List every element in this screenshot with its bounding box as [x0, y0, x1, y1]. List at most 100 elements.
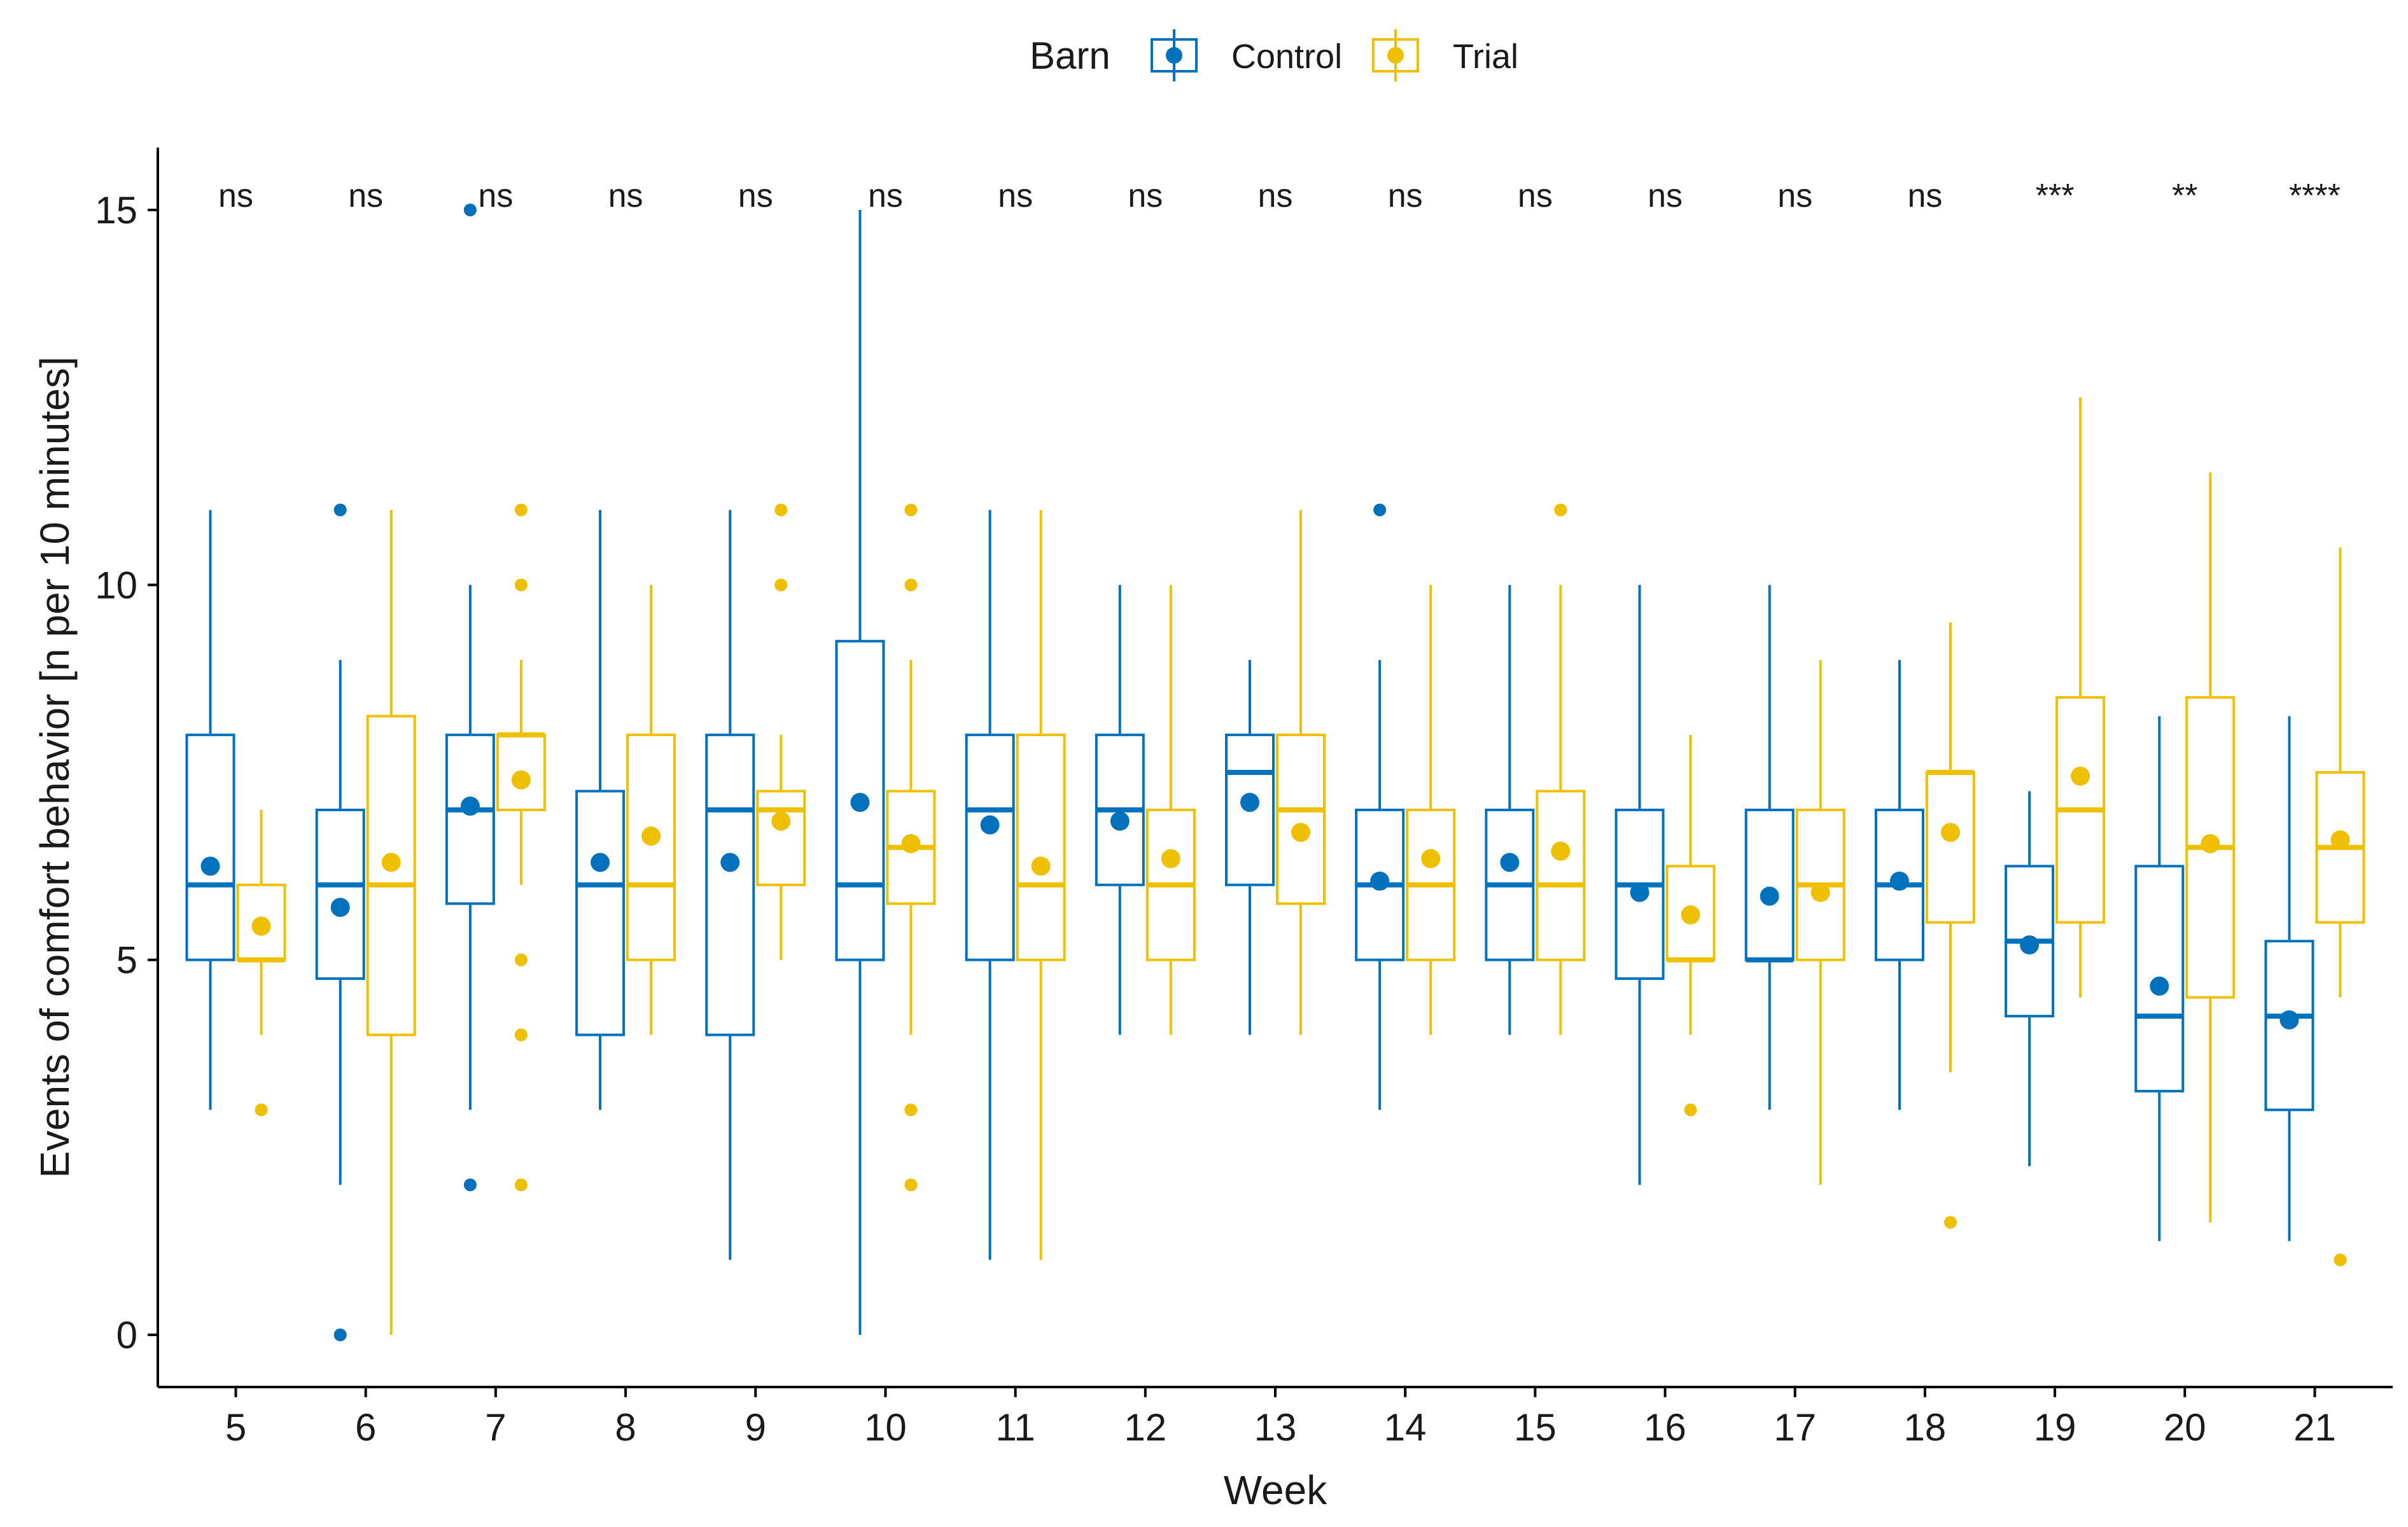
box-trial-week-15 — [1536, 503, 1586, 1035]
iqr-box — [1925, 771, 1975, 924]
outlier-point — [514, 1028, 528, 1042]
iqr-box — [315, 808, 365, 980]
box-trial-week-11 — [1016, 510, 1066, 1260]
x-tick-label: 10 — [864, 1406, 907, 1449]
box-trial-week-21 — [2315, 547, 2365, 1267]
mean-point — [1161, 849, 1180, 868]
box-control-week-15 — [1485, 585, 1535, 1035]
x-tick-label: 5 — [225, 1406, 246, 1449]
significance-label: ns — [1518, 178, 1553, 214]
box-control-week-5 — [185, 510, 235, 1110]
iqr-box — [705, 734, 755, 1036]
mean-point — [1370, 871, 1390, 891]
significance-label: *** — [2036, 178, 2075, 214]
significance-label: ns — [868, 178, 903, 214]
significance-label: ns — [1388, 178, 1423, 214]
significance-label: ns — [738, 178, 773, 214]
outlier-point — [904, 503, 918, 517]
x-tick-label: 7 — [485, 1406, 506, 1449]
box-trial-week-16 — [1665, 735, 1716, 1117]
outlier-point — [463, 204, 477, 216]
mean-point — [2020, 935, 2040, 955]
outlier-point — [514, 503, 528, 517]
iqr-box — [965, 734, 1015, 961]
x-tick-label: 11 — [995, 1406, 1035, 1449]
box-trial-week-8 — [626, 585, 676, 1035]
mean-point — [2279, 1010, 2299, 1029]
ticks-layer: 0 5 10 15 5 6 7 8 9 10 11 12 13 14 15 16 17 18 19 20 21 — [95, 189, 2336, 1449]
x-tick-label: 18 — [1904, 1406, 1947, 1449]
mean-point — [1110, 811, 1130, 831]
iqr-box — [366, 715, 416, 1036]
x-tick-label: 12 — [1124, 1406, 1166, 1449]
significance-label: ns — [998, 178, 1033, 214]
significance-label: ns — [1907, 178, 1942, 214]
mean-point — [1810, 882, 1830, 902]
outlier-point — [774, 578, 788, 592]
iqr-box — [1536, 790, 1586, 961]
box-control-week-18 — [1874, 660, 1924, 1110]
significance-layer: ns ns ns ns ns ns ns ns ns ns ns ns ns ns *** ** **** — [218, 178, 2341, 214]
mean-point — [2071, 766, 2090, 786]
box-control-week-13 — [1225, 660, 1275, 1035]
mean-point — [2330, 830, 2350, 850]
x-tick-label: 6 — [355, 1406, 376, 1449]
significance-label: ** — [2172, 178, 2197, 214]
mean-point — [2201, 833, 2220, 853]
box-trial-week-18 — [1925, 622, 1975, 1229]
significance-label: ns — [608, 178, 643, 214]
box-control-week-12 — [1095, 585, 1145, 1035]
box-control-week-6 — [315, 503, 365, 1341]
y-tick-label: 10 — [95, 564, 137, 606]
outlier-point — [904, 1178, 918, 1192]
mean-point — [1889, 871, 1909, 891]
mean-point — [251, 916, 271, 936]
legend-label-trial: Trial — [1453, 38, 1518, 76]
legend-item-control: Control — [1151, 29, 1342, 81]
iqr-box — [445, 734, 495, 905]
legend-item-trial: Trial — [1372, 29, 1518, 81]
outlier-point — [2334, 1253, 2347, 1267]
mean-point — [1681, 905, 1700, 924]
legend-label-control: Control — [1231, 38, 1342, 76]
outlier-point — [463, 1178, 477, 1192]
y-axis-title: Events of comfort behavior [n per 10 min… — [32, 356, 78, 1178]
mean-point — [1760, 886, 1779, 906]
mean-point — [511, 770, 531, 790]
box-trial-week-14 — [1406, 585, 1456, 1035]
significance-label: ns — [348, 178, 383, 214]
x-tick-label: 8 — [615, 1406, 636, 1449]
outlier-point — [514, 1178, 528, 1192]
mean-point — [720, 853, 740, 872]
outlier-point — [255, 1103, 268, 1117]
legend: Barn Control Trial — [1030, 29, 1518, 81]
significance-label: ns — [1128, 178, 1163, 214]
outlier-point — [904, 1103, 918, 1117]
mean-point — [200, 856, 220, 876]
iqr-box — [1016, 734, 1066, 961]
mean-point — [1630, 882, 1649, 902]
iqr-box — [756, 790, 806, 886]
outlier-point — [1373, 503, 1387, 517]
iqr-box — [835, 639, 885, 961]
mean-point — [1421, 849, 1441, 868]
outlier-point — [514, 578, 528, 592]
x-tick-label: 9 — [745, 1406, 766, 1449]
y-tick-label: 15 — [95, 189, 137, 232]
legend-title: Barn — [1030, 34, 1110, 77]
significance-label: **** — [2289, 178, 2341, 214]
box-control-week-17 — [1744, 585, 1795, 1110]
mean-point — [381, 853, 401, 872]
box-trial-week-9 — [756, 503, 806, 960]
iqr-box — [1744, 808, 1795, 961]
y-tick-label: 5 — [116, 939, 137, 982]
mean-point — [591, 853, 610, 872]
mean-point — [330, 898, 350, 917]
box-trial-week-13 — [1276, 510, 1326, 1035]
box-control-week-21 — [2264, 716, 2314, 1241]
y-tick-label: 0 — [116, 1314, 137, 1356]
box-trial-week-7 — [496, 503, 546, 1192]
x-tick-label: 15 — [1514, 1406, 1557, 1449]
box-trial-week-19 — [2055, 397, 2106, 998]
